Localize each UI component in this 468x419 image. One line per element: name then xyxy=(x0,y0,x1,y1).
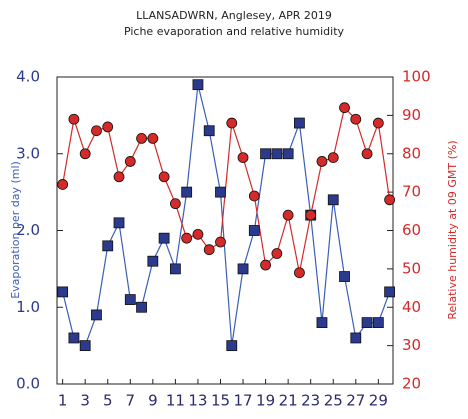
marker xyxy=(384,194,396,206)
marker xyxy=(271,148,283,160)
x-tick-label: 3 xyxy=(80,392,90,410)
y-tick-label: 3.0 xyxy=(16,144,40,162)
marker xyxy=(316,317,328,329)
x-tick-label: 9 xyxy=(148,392,158,410)
marker xyxy=(260,148,271,160)
marker xyxy=(226,340,238,352)
y2-tick-label: 30 xyxy=(402,336,421,354)
marker xyxy=(169,263,181,275)
x-tick-label: 11 xyxy=(166,392,185,410)
marker xyxy=(147,255,159,267)
marker xyxy=(124,294,136,305)
x-tick-label: 15 xyxy=(211,392,230,410)
marker xyxy=(271,248,283,259)
marker xyxy=(136,132,147,144)
marker xyxy=(102,121,114,133)
y2-tick-label: 40 xyxy=(402,298,421,316)
marker xyxy=(79,148,91,160)
marker xyxy=(339,102,350,114)
chart-subtitle: Piche evaporation and relative humidity xyxy=(124,25,345,38)
y-tick-label: 1.0 xyxy=(16,298,40,316)
marker xyxy=(237,263,249,275)
marker xyxy=(327,152,339,163)
marker xyxy=(260,259,271,271)
marker xyxy=(158,232,170,244)
marker xyxy=(215,236,226,248)
y2-tick-label: 50 xyxy=(402,259,421,277)
marker xyxy=(203,125,215,137)
marker xyxy=(384,286,396,298)
marker xyxy=(372,317,384,329)
marker xyxy=(294,117,305,129)
marker xyxy=(248,190,260,202)
x-tick-label: 19 xyxy=(256,392,275,410)
marker xyxy=(361,148,373,160)
marker xyxy=(203,244,215,256)
y2-tick-label: 100 xyxy=(402,68,431,86)
marker xyxy=(79,340,91,352)
series-line xyxy=(62,106,391,273)
marker xyxy=(169,198,181,210)
marker xyxy=(215,186,226,198)
marker xyxy=(113,217,125,229)
y-tick-label: 4.0 xyxy=(16,68,40,86)
marker xyxy=(327,194,339,206)
y2-tick-label: 80 xyxy=(402,144,421,162)
marker xyxy=(102,240,114,252)
marker xyxy=(124,156,136,167)
y-tick-label: 2.0 xyxy=(16,221,40,239)
x-tick-label: 17 xyxy=(233,392,252,410)
marker xyxy=(91,309,102,321)
y2-axis-label: Relative humidity at 09 GMT (%) xyxy=(446,140,459,319)
x-tick-label: 7 xyxy=(126,392,136,410)
marker xyxy=(181,186,193,198)
marker xyxy=(282,209,294,221)
y2-tick-label: 70 xyxy=(402,183,421,201)
marker xyxy=(350,332,362,344)
marker xyxy=(361,317,373,329)
x-tick-label: 29 xyxy=(369,392,388,410)
marker xyxy=(226,117,238,129)
x-tick-label: 1 xyxy=(58,392,68,410)
x-tick-label: 27 xyxy=(346,392,365,410)
marker xyxy=(91,125,102,137)
y-axis-label: Evaporation per day (ml) xyxy=(9,161,22,299)
marker xyxy=(68,113,80,125)
marker xyxy=(237,152,249,163)
marker xyxy=(282,148,294,160)
marker xyxy=(57,286,69,298)
x-tick-label: 23 xyxy=(301,392,320,410)
marker xyxy=(181,232,193,244)
marker xyxy=(316,156,328,167)
y2-tick-label: 20 xyxy=(402,375,421,393)
marker xyxy=(305,209,317,221)
x-tick-label: 21 xyxy=(279,392,298,410)
y-tick-label: 0.0 xyxy=(16,375,40,393)
y2-tick-label: 60 xyxy=(402,221,421,239)
marker xyxy=(57,179,69,190)
marker xyxy=(192,79,204,91)
marker xyxy=(136,301,147,313)
marker xyxy=(158,171,170,183)
marker xyxy=(294,267,305,279)
marker xyxy=(339,271,350,282)
x-tick-label: 5 xyxy=(103,392,113,410)
marker xyxy=(372,117,384,129)
marker xyxy=(68,332,80,344)
x-tick-label: 13 xyxy=(188,392,207,410)
marker xyxy=(113,171,125,183)
marker xyxy=(147,132,159,144)
chart-title: LLANSADWRN, Anglesey, APR 2019 xyxy=(136,9,332,22)
x-tick-label: 25 xyxy=(324,392,343,410)
marker xyxy=(350,113,362,125)
y2-tick-label: 90 xyxy=(402,106,421,124)
marker xyxy=(192,228,204,240)
marker xyxy=(248,225,260,236)
